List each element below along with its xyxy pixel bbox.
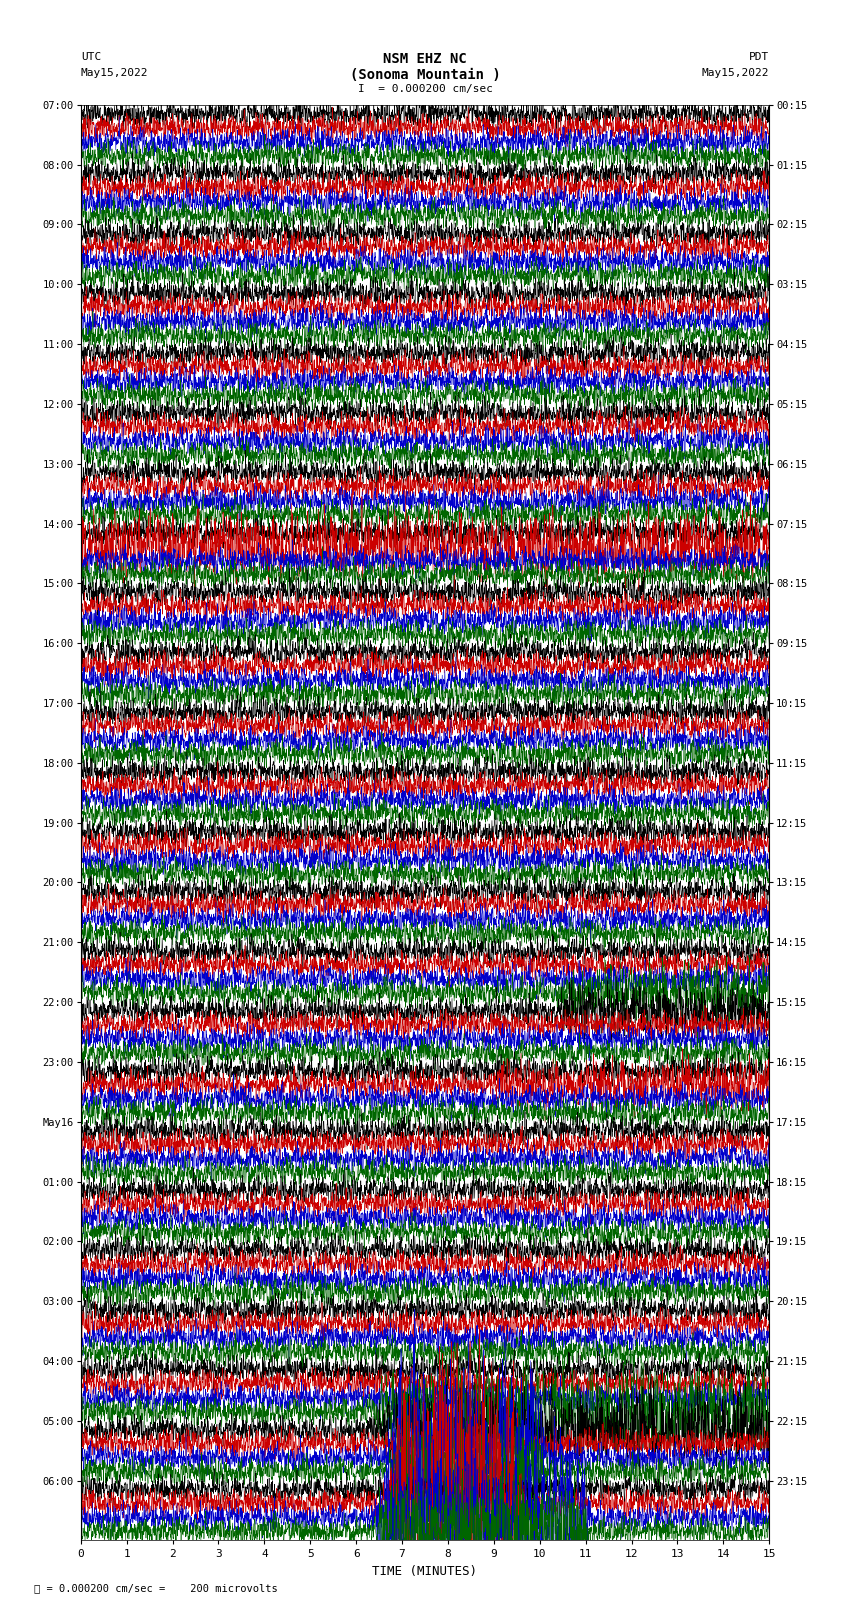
Text: ⎹ = 0.000200 cm/sec =    200 microvolts: ⎹ = 0.000200 cm/sec = 200 microvolts — [34, 1584, 278, 1594]
Text: NSM EHZ NC: NSM EHZ NC — [383, 52, 467, 66]
Text: May15,2022: May15,2022 — [81, 68, 148, 77]
Text: (Sonoma Mountain ): (Sonoma Mountain ) — [349, 68, 501, 82]
X-axis label: TIME (MINUTES): TIME (MINUTES) — [372, 1565, 478, 1578]
Text: UTC: UTC — [81, 52, 101, 61]
Text: I  = 0.000200 cm/sec: I = 0.000200 cm/sec — [358, 84, 492, 94]
Text: PDT: PDT — [749, 52, 769, 61]
Text: May15,2022: May15,2022 — [702, 68, 769, 77]
